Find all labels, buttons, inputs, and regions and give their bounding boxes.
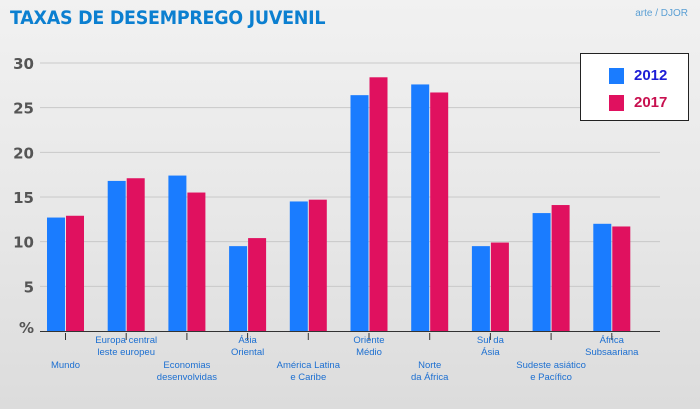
bar-2017-4	[308, 199, 327, 331]
y-tick-label-15: 15	[13, 189, 34, 207]
y-tick-label-30: 30	[13, 55, 34, 73]
legend-item-2012: 2012	[609, 67, 667, 84]
bar-2017-8	[551, 205, 570, 331]
bar-2012-8	[532, 213, 551, 331]
y-tick-label-10: 10	[13, 234, 34, 252]
x-category-label-5: Oriente Médio	[353, 335, 384, 358]
bar-2012-5	[350, 95, 369, 331]
bar-2012-0	[47, 217, 65, 331]
chart-title: TAXAS DE DESEMPREGO JUVENIL	[10, 7, 326, 29]
credit-label: arte / DJOR	[635, 8, 688, 19]
bar-2012-9	[593, 223, 612, 331]
bar-2012-7	[471, 246, 490, 331]
x-category-label-1: Europa central leste europeu	[95, 335, 157, 358]
bar-2012-4	[289, 201, 308, 331]
bar-2017-0	[66, 215, 84, 331]
x-category-label-9: África Subsaariana	[585, 335, 639, 358]
y-axis-unit-label: %	[19, 319, 34, 337]
bar-2012-1	[107, 180, 126, 331]
y-tick-label-25: 25	[13, 100, 34, 118]
y-tick-label-20: 20	[13, 144, 34, 162]
legend-label-2012: 2012	[634, 67, 668, 84]
bar-2017-1	[126, 178, 145, 331]
bar-2017-6	[430, 92, 449, 331]
x-category-label-4: América Latina e Caribe	[277, 360, 341, 383]
bar-2017-3	[248, 238, 267, 331]
x-category-label-6: Norte da África	[411, 360, 449, 383]
bar-2017-5	[369, 77, 388, 331]
y-tick-label-5: 5	[24, 278, 34, 296]
bar-2012-6	[411, 84, 430, 331]
bar-2012-3	[229, 246, 248, 331]
x-category-label-3: Ásia Oriental	[231, 335, 264, 358]
legend-swatch-2017	[609, 94, 624, 111]
bar-2017-2	[187, 192, 206, 331]
legend-swatch-2012	[609, 67, 624, 84]
x-category-label-8: Sudeste asiático e Pacífico	[516, 360, 586, 383]
legend: 2012 2017	[580, 53, 689, 121]
x-category-label-2: Economias desenvolvidas	[157, 360, 217, 383]
bar-2017-7	[490, 242, 509, 331]
bar-2017-9	[612, 226, 631, 331]
bar-2012-2	[168, 175, 187, 331]
x-category-label-0: Mundo	[51, 360, 80, 371]
legend-item-2017: 2017	[609, 94, 667, 111]
x-category-label-7: Sul da Ásia	[477, 335, 505, 358]
legend-label-2017: 2017	[634, 94, 668, 111]
